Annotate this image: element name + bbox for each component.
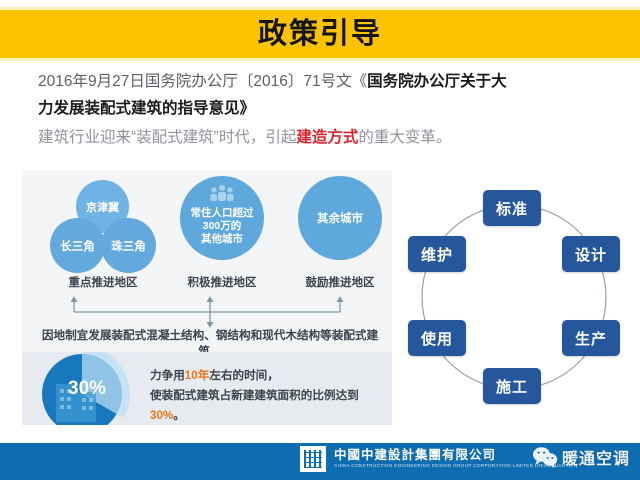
bubble-label-other-regions: 鼓励推进地区 <box>305 277 375 289</box>
goal-line1-prefix: 力争用 <box>150 369 185 382</box>
wechat-watermark: 暖通空调 <box>532 445 630 469</box>
cycle-node-standard[interactable]: 标准 <box>483 190 541 226</box>
lifecycle-diagram: 标准 设计 生产 施工 使用 维护 <box>398 172 630 422</box>
policy-document-title-part2: 力发展装配式建筑的指导意见》 <box>38 100 256 117</box>
page-title: 政策引导 <box>257 17 382 50</box>
bubble-population-cities: 常住人口超过 300万的 其他城市 <box>180 176 264 260</box>
goal-line-1: 力争用10年左右的时间， <box>150 366 380 386</box>
cycle-node-production[interactable]: 生产 <box>562 320 620 356</box>
region-infographic-card: 京津冀 长三角 珠三角 常住人口超过 300万的 其他城市 <box>22 170 392 425</box>
company-branding: 中國中建設計集團有限公司 CHINA CONSTRUCTION ENGINEER… <box>300 446 578 472</box>
bubble-line-3: 其他城市 <box>201 232 243 245</box>
cycle-node-usage[interactable]: 使用 <box>408 320 466 356</box>
cycle-node-design[interactable]: 设计 <box>562 236 620 272</box>
impact-suffix: 的重大变革。 <box>358 129 452 146</box>
bubble-line-1: 常住人口超过 <box>190 206 254 219</box>
goal-percentage-label: 30% <box>68 378 107 399</box>
company-name-en: CHINA CONSTRUCTION ENGINEERING DESIGN GR… <box>334 463 578 468</box>
policy-citation-prefix: 2016年9月27日国务院办公厅〔2016〕71号文《 <box>38 73 368 90</box>
policy-impact-line: 建筑行业迎来“装配式建筑”时代，引起建造方式的重大变革。 <box>38 124 610 151</box>
bubble-other-cities: 其余城市 <box>298 176 382 260</box>
goal-years-highlight: 10年 <box>184 369 210 382</box>
bubble-label-active-regions: 积极推进地区 <box>187 277 257 289</box>
policy-document-title-part1: 国务院办公厅关于大 <box>367 73 507 90</box>
connector-brackets <box>70 296 344 328</box>
header-band: 政策引导 <box>0 10 640 58</box>
people-group-icon <box>210 185 234 201</box>
impact-highlight: 建造方式 <box>296 129 359 146</box>
bubble-changsanjiao: 长三角 <box>50 218 105 273</box>
footer-bar: 中國中建設計集團有限公司 CHINA CONSTRUCTION ENGINEER… <box>0 443 640 480</box>
bubble-row: 京津冀 长三角 珠三角 常住人口超过 300万的 其他城市 <box>22 174 392 279</box>
bubble-group-active-regions: 常住人口超过 300万的 其他城市 <box>174 176 270 276</box>
intro-text-block: 2016年9月27日国务院办公厅〔2016〕71号文《国务院办公厅关于大 力发展… <box>38 68 610 151</box>
policy-citation-line2: 力发展装配式建筑的指导意见》 <box>38 95 610 122</box>
cycle-node-maintenance[interactable]: 维护 <box>408 236 466 272</box>
wechat-account-name: 暖通空调 <box>561 451 630 468</box>
impact-prefix: 建筑行业迎来“装配式建筑”时代，引起 <box>38 129 297 146</box>
wechat-icon <box>532 447 558 468</box>
goal-line2-suffix: 。 <box>173 409 185 422</box>
cycle-node-construction[interactable]: 施工 <box>483 368 541 404</box>
bubble-label-key-regions: 重点推进地区 <box>68 277 138 289</box>
bubble-group-key-regions: 京津冀 长三角 珠三角 <box>48 180 158 273</box>
company-name-cn: 中國中建設計集團有限公司 <box>334 448 497 462</box>
bubble-line-2: 300万的 <box>202 219 242 232</box>
policy-citation-line: 2016年9月27日国务院办公厅〔2016〕71号文《国务院办公厅关于大 <box>38 68 610 95</box>
goal-description: 力争用10年左右的时间， 使装配式建筑占新建建筑面积的比例达到 30%。 <box>150 366 380 425</box>
goal-line-2: 使装配式建筑占新建建筑面积的比例达到 30%。 <box>150 386 380 425</box>
company-name-block: 中國中建設計集團有限公司 CHINA CONSTRUCTION ENGINEER… <box>334 448 578 470</box>
goal-pie-chart <box>42 352 130 425</box>
goal-line2-prefix: 使装配式建筑占新建建筑面积的比例达到 <box>150 389 359 402</box>
goal-line1-suffix: 左右的时间， <box>209 369 279 382</box>
bubble-group-other-regions: 其余城市 <box>290 176 390 276</box>
goal-percent-highlight: 30% <box>150 409 174 422</box>
company-logo-icon <box>300 446 326 472</box>
bubble-zhusanjiao: 珠三角 <box>101 218 156 273</box>
goal-panel: 30% 力争用10年左右的时间， 使装配式建筑占新建建筑面积的比例达到30%。 <box>22 352 392 425</box>
